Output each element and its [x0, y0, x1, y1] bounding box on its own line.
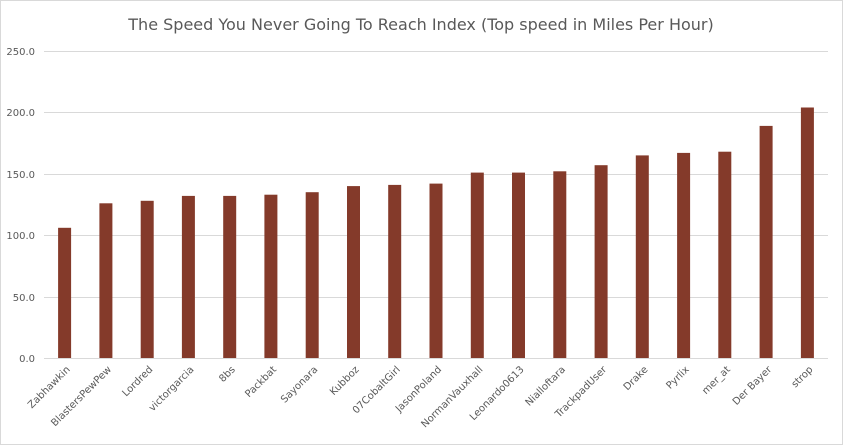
x-tick-label: Pyrlix — [664, 364, 691, 391]
bar-jasonpoland — [429, 183, 443, 358]
y-tick-label: 250.0 — [6, 47, 35, 58]
bar-normanvauxhall — [470, 172, 484, 358]
x-tick-label: Packbat — [243, 364, 279, 400]
x-tick-label: Lordred — [121, 364, 156, 399]
x-tick-label: strop — [790, 364, 816, 390]
bar-packbat — [264, 194, 278, 358]
bar-strop — [800, 107, 814, 358]
x-tick-label: Kubboz — [328, 364, 362, 398]
bar-mer-at — [718, 151, 732, 358]
x-tick-label: mer_at — [700, 364, 733, 397]
bar-zabhawkin — [58, 227, 72, 358]
x-tick-label: Drake — [622, 364, 651, 393]
bar-8bs — [223, 195, 237, 358]
chart-title: The Speed You Never Going To Reach Index… — [127, 15, 713, 34]
bar-drake — [635, 155, 649, 358]
x-tick-label: 8bs — [217, 364, 237, 384]
x-tick-label: Nialloftara — [524, 364, 568, 408]
y-tick-label: 150.0 — [6, 170, 35, 181]
bar-lordred — [140, 200, 154, 358]
bars — [58, 107, 814, 359]
bar-der-bayer — [759, 125, 773, 359]
bar-kubboz — [347, 186, 360, 358]
y-axis-ticks: 0.0 50.0 100.0 150.0 200.0 250.0 — [6, 47, 35, 365]
x-tick-label: Sayonara — [279, 364, 320, 405]
y-tick-label: 50.0 — [13, 293, 35, 304]
bar-blasterspewpew — [99, 203, 113, 358]
bar-nialloftara — [553, 171, 567, 358]
y-tick-label: 200.0 — [6, 108, 35, 119]
gridlines — [44, 51, 828, 359]
y-tick-label: 0.0 — [19, 354, 35, 365]
bar-leonardo0613 — [512, 172, 525, 358]
y-tick-label: 100.0 — [6, 231, 35, 242]
x-tick-label: Der Bayer — [731, 364, 775, 408]
bar-07cobaltgirl — [388, 184, 402, 358]
bar-victorgarcia — [181, 195, 195, 358]
bar-pyrlix — [677, 152, 691, 358]
bar-trackpaduser — [594, 165, 608, 358]
bar-sayonara — [305, 192, 319, 358]
